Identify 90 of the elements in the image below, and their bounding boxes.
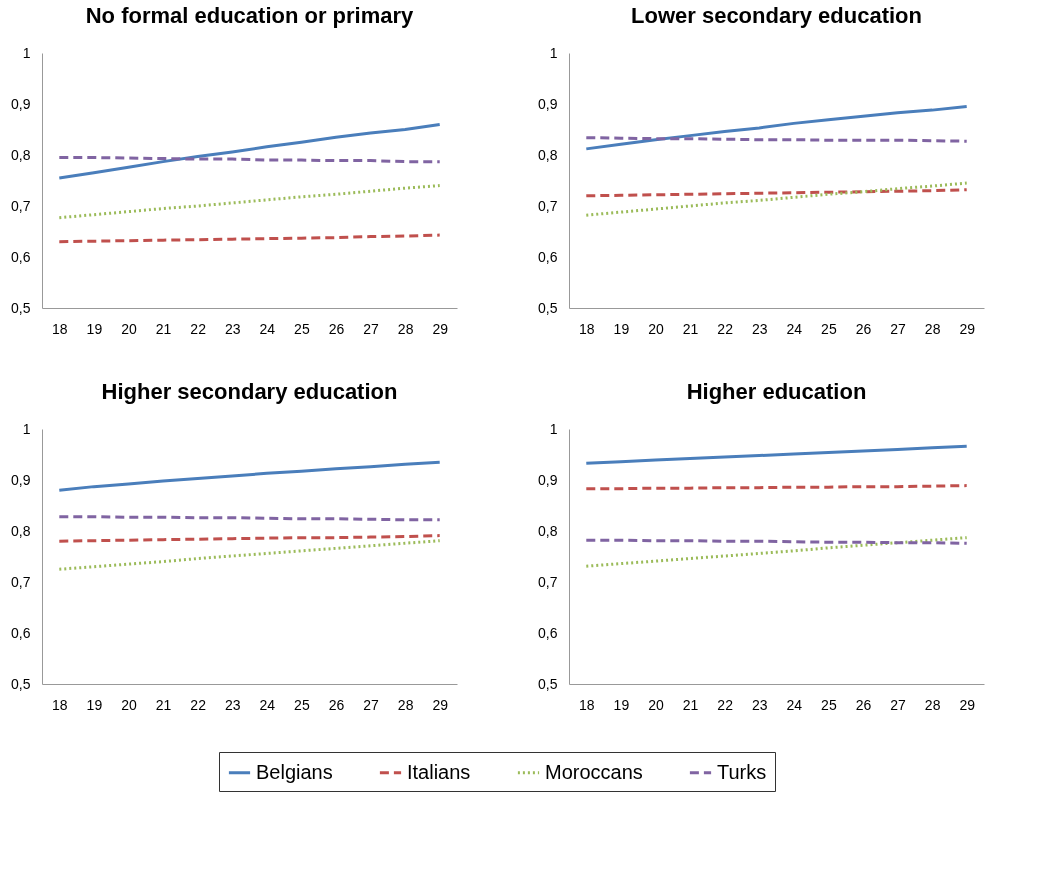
y-tick-label: 0,8 [538,522,558,539]
line-series [584,188,969,198]
line-series [57,184,442,220]
legend-label: Turks [717,760,767,783]
x-tick-label: 22 [717,320,734,337]
y-tick-label: 1 [22,420,31,437]
chart-title: Higher education [686,379,867,404]
x-tick-label: 21 [682,696,699,713]
x-tick-label: 21 [682,320,699,337]
y-tick-label: 1 [549,44,558,61]
x-tick-label: 27 [363,320,380,337]
line-series [584,444,969,465]
x-tick-label: 24 [786,696,803,713]
x-tick-label: 29 [959,696,976,713]
y-tick-label: 0,7 [11,197,31,214]
x-tick-label: 19 [86,320,103,337]
x-tick-label: 25 [294,320,310,337]
x-tick-label: 20 [648,696,664,713]
y-tick-label: 0,9 [11,95,31,112]
x-tick-label: 19 [613,320,630,337]
x-tick-label: 20 [121,320,137,337]
legend-label: Belgians [256,760,333,783]
y-tick-label: 1 [549,420,558,437]
x-tick-label: 29 [959,320,976,337]
x-tick-label: 21 [155,320,172,337]
x-tick-label: 18 [52,320,68,337]
x-tick-label: 26 [328,696,345,713]
x-tick-label: 25 [821,320,837,337]
x-tick-label: 28 [397,696,414,713]
x-tick-label: 25 [821,696,837,713]
x-tick-label: 27 [890,696,907,713]
legend-label: Moroccans [545,760,643,783]
legend-label: Italians [407,760,471,783]
chart-title: Higher secondary education [101,379,398,404]
x-tick-label: 20 [648,320,664,337]
y-tick-label: 0,8 [11,146,31,163]
y-tick-label: 0,8 [538,146,558,163]
x-tick-label: 26 [855,320,872,337]
x-tick-label: 24 [259,696,276,713]
y-tick-label: 0,9 [538,471,558,488]
x-tick-label: 18 [579,320,595,337]
line-series [57,122,442,180]
y-tick-label: 0,5 [538,299,558,316]
line-series [584,536,969,568]
y-tick-label: 0,5 [11,675,31,692]
y-tick-label: 0,5 [538,675,558,692]
line-series [57,233,442,244]
y-tick-label: 0,6 [11,248,31,265]
x-tick-label: 23 [751,696,768,713]
x-tick-label: 23 [224,320,241,337]
line-series [57,539,442,571]
x-tick-label: 29 [432,696,449,713]
x-tick-label: 24 [259,320,276,337]
line-series [584,105,969,151]
y-tick-label: 0,7 [11,573,31,590]
y-tick-label: 0,7 [538,197,558,214]
y-tick-label: 0,9 [11,471,31,488]
y-tick-label: 0,8 [11,522,31,539]
y-tick-label: 0,6 [11,624,31,641]
x-tick-label: 19 [613,696,630,713]
y-tick-label: 0,7 [538,573,558,590]
x-tick-label: 28 [924,320,941,337]
y-tick-label: 0,9 [538,95,558,112]
chart-title: No formal education or primary [85,3,415,28]
x-tick-label: 20 [121,696,137,713]
y-tick-label: 1 [22,44,31,61]
y-tick-label: 0,5 [11,299,31,316]
x-tick-label: 23 [224,696,241,713]
x-tick-label: 19 [86,696,103,713]
x-tick-label: 21 [155,696,172,713]
x-tick-label: 26 [855,696,872,713]
x-tick-label: 26 [328,320,345,337]
line-series [57,460,442,492]
line-series [584,181,969,217]
x-tick-label: 27 [363,696,380,713]
x-tick-label: 18 [579,696,595,713]
x-tick-label: 27 [890,320,907,337]
x-tick-label: 28 [924,696,941,713]
x-tick-label: 28 [397,320,414,337]
x-tick-label: 23 [751,320,768,337]
x-tick-label: 22 [190,320,207,337]
chart-title: Lower secondary education [631,3,922,28]
y-tick-label: 0,6 [538,624,558,641]
x-tick-label: 24 [786,320,803,337]
x-tick-label: 18 [52,696,68,713]
x-tick-label: 25 [294,696,310,713]
y-tick-label: 0,6 [538,248,558,265]
x-tick-label: 22 [190,696,207,713]
x-tick-label: 22 [717,696,734,713]
x-tick-label: 29 [432,320,449,337]
